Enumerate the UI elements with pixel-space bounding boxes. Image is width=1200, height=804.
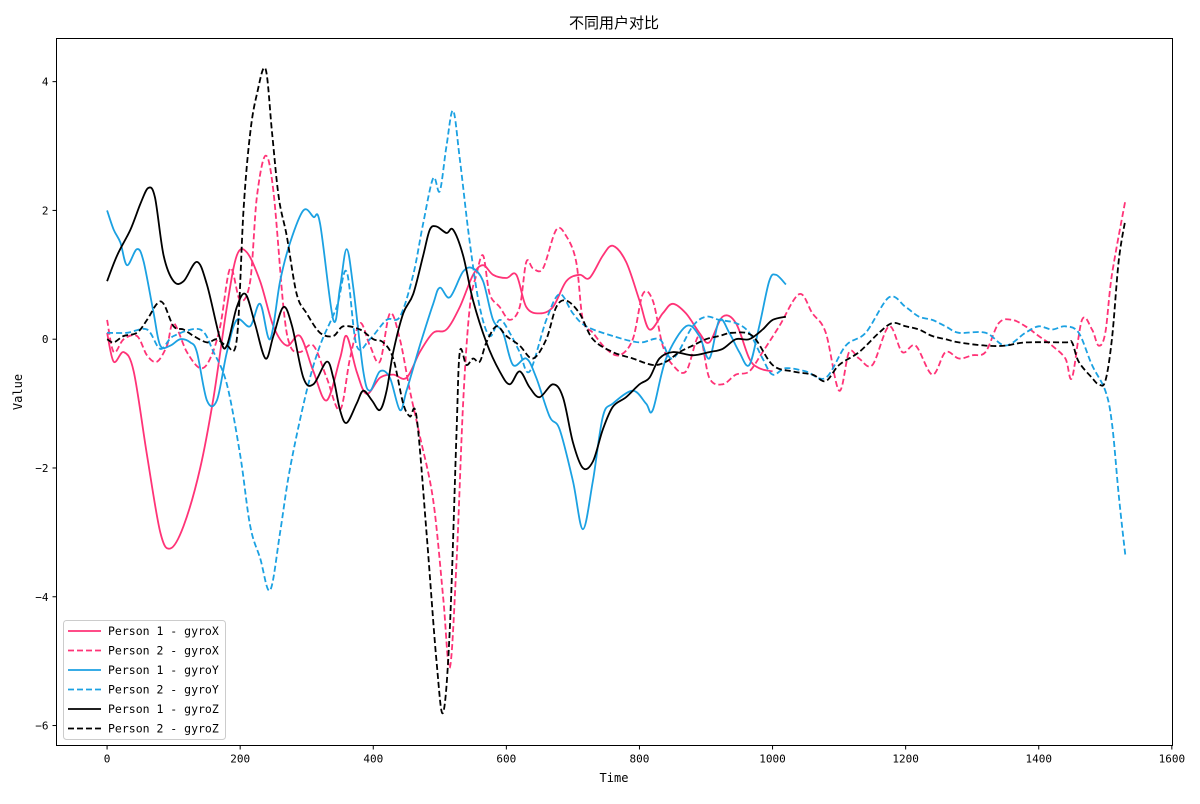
- series-line-person-1-gyroy: [106, 208, 787, 531]
- y-tick-label: 0: [42, 333, 49, 346]
- series-line-person-2-gyroz: [106, 66, 1127, 715]
- y-tick-label: 2: [42, 204, 49, 217]
- x-tick-label: 200: [230, 753, 250, 766]
- y-tick-label: −2: [35, 462, 48, 475]
- y-tick-label: −4: [35, 591, 49, 604]
- x-tick-label: 1200: [892, 753, 919, 766]
- series-line-person-1-gyroz: [106, 186, 787, 471]
- x-tick-label: 1400: [1025, 753, 1052, 766]
- x-axis-label: Time: [600, 771, 629, 785]
- x-tick-label: 1000: [759, 753, 786, 766]
- legend-label: Person 2 - gyroY: [108, 683, 219, 697]
- plot-frame: [56, 38, 1173, 746]
- series-line-person-2-gyroy: [107, 109, 1127, 592]
- legend-label: Person 2 - gyroZ: [108, 722, 219, 736]
- series-line-person-2-gyrox: [106, 154, 1127, 669]
- legend-label: Person 1 - gyroY: [108, 663, 219, 677]
- x-tick-label: 600: [496, 753, 516, 766]
- y-tick-label: −6: [35, 720, 48, 733]
- ticks-layer: 0 200 400 600 800 1000 1200 1400 1600 −6 −4 −2 0 2 4: [35, 76, 1185, 766]
- legend: Person 1 - gyroX Person 2 - gyroX Person 1…: [63, 620, 226, 740]
- legend-label: Person 1 - gyroZ: [108, 702, 219, 716]
- legend-label: Person 2 - gyroX: [108, 644, 219, 658]
- x-tick-label: 1600: [1159, 753, 1186, 766]
- legend-box: [63, 620, 226, 740]
- series-line-person-1-gyrox: [106, 244, 773, 550]
- legend-label: Person 1 - gyroX: [108, 624, 219, 638]
- series-layer: [106, 66, 1127, 715]
- chart-title: 不同用户对比: [569, 14, 659, 32]
- y-tick-label: 4: [42, 76, 49, 89]
- y-axis-label: Value: [11, 374, 25, 410]
- x-tick-label: 400: [363, 753, 383, 766]
- x-tick-label: 800: [630, 753, 650, 766]
- x-tick-label: 0: [104, 753, 111, 766]
